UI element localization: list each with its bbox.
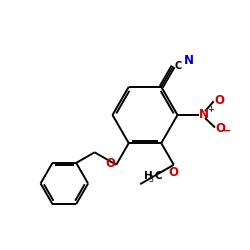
Text: C: C: [174, 61, 182, 71]
Text: +: +: [207, 105, 214, 114]
Text: N: N: [184, 54, 194, 67]
Text: O: O: [105, 157, 115, 170]
Text: −: −: [223, 126, 231, 136]
Text: C: C: [155, 171, 162, 181]
Text: O: O: [169, 166, 179, 179]
Text: 3: 3: [148, 174, 153, 184]
Text: N: N: [199, 108, 209, 121]
Text: H: H: [144, 171, 152, 181]
Text: O: O: [216, 122, 226, 134]
Text: O: O: [214, 94, 224, 107]
